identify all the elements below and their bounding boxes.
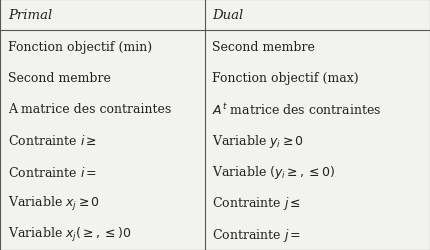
Text: Contrainte $i \geq$: Contrainte $i \geq$ xyxy=(8,134,97,147)
Text: Contrainte $i =$: Contrainte $i =$ xyxy=(8,165,97,179)
Text: Fonction objectif (max): Fonction objectif (max) xyxy=(212,72,359,85)
Text: Primal: Primal xyxy=(8,9,52,22)
Text: Fonction objectif (min): Fonction objectif (min) xyxy=(8,40,152,53)
Text: Contrainte $j \leq$: Contrainte $j \leq$ xyxy=(212,195,301,212)
Text: $A^t$ matrice des contraintes: $A^t$ matrice des contraintes xyxy=(212,102,382,117)
Text: Second membre: Second membre xyxy=(8,72,111,85)
Text: Variable $y_i \geq 0$: Variable $y_i \geq 0$ xyxy=(212,132,304,149)
Text: A matrice des contraintes: A matrice des contraintes xyxy=(8,103,171,116)
Text: Second membre: Second membre xyxy=(212,40,315,53)
Text: Variable $x_j(\geq,\leq)0$: Variable $x_j(\geq,\leq)0$ xyxy=(8,226,131,243)
Text: Variable $(y_i \geq, \leq 0)$: Variable $(y_i \geq, \leq 0)$ xyxy=(212,164,336,180)
Text: Dual: Dual xyxy=(212,9,244,22)
Text: Variable $x_j \geq 0$: Variable $x_j \geq 0$ xyxy=(8,194,100,212)
Text: Contrainte $j =$: Contrainte $j =$ xyxy=(212,226,301,243)
